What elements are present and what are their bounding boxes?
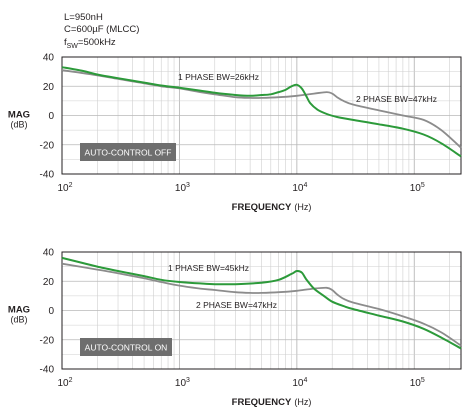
- param-inductance: L=950nH: [64, 12, 103, 23]
- bode-plot-auto-control-off: 40 20 0 -20 -40 102 103 104 105 MAG (dB)…: [8, 53, 462, 213]
- y-tick-label: 40: [43, 53, 55, 64]
- series-label-1-phase: 1 PHASE BW=26kHz: [178, 72, 259, 82]
- x-tick-label: 105: [410, 377, 425, 389]
- series-group: [61, 256, 462, 350]
- y-axis-title: MAG: [8, 110, 30, 121]
- x-tick-label: 104: [292, 182, 307, 194]
- x-tick-exponent: 3: [186, 182, 190, 189]
- x-tick-label: 102: [57, 182, 72, 194]
- y-tick-label: 20: [43, 82, 55, 93]
- x-tick-exponent: 5: [421, 182, 425, 189]
- series-group: [61, 66, 462, 158]
- x-tick-labels: 102 103 104 105: [57, 377, 424, 389]
- auto-control-badge: AUTO-CONTROL ON: [80, 338, 172, 356]
- x-tick-label: 103: [175, 377, 190, 389]
- x-tick-exponent: 2: [69, 182, 73, 189]
- x-tick-exponent: 2: [69, 377, 73, 384]
- y-tick-label: 0: [48, 111, 54, 122]
- badge-background: [80, 338, 172, 356]
- series-line-1-phase: [61, 256, 462, 350]
- x-tick-base: 10: [410, 378, 422, 389]
- x-tick-label: 103: [175, 182, 190, 194]
- x-tick-label: 104: [292, 377, 307, 389]
- y-axis-title: MAG: [8, 305, 30, 316]
- x-tick-exponent: 4: [303, 377, 307, 384]
- auto-control-badge: AUTO-CONTROL OFF: [80, 143, 176, 161]
- x-tick-base: 10: [292, 378, 304, 389]
- x-tick-labels: 102 103 104 105: [57, 182, 424, 194]
- badge-label: AUTO-CONTROL OFF: [85, 148, 172, 158]
- y-axis-unit: (dB): [10, 315, 27, 325]
- x-axis-title: FREQUENCY (Hz): [232, 397, 312, 408]
- parameter-block: L=950nH C=600µF (MLCC) fSW=500kHz: [64, 12, 139, 50]
- y-tick-label: -20: [40, 335, 55, 346]
- param-fsw-subscript: SW: [67, 43, 79, 50]
- series-line-1-phase: [61, 66, 462, 158]
- y-tick-labels: 40 20 0 -20 -40: [40, 248, 55, 376]
- x-axis-unit: (Hz): [294, 202, 311, 212]
- y-tick-label: 20: [43, 277, 55, 288]
- y-tick-labels: 40 20 0 -20 -40: [40, 53, 55, 181]
- x-axis-unit: (Hz): [294, 397, 311, 407]
- x-tick-label: 105: [410, 182, 425, 194]
- x-tick-exponent: 3: [186, 377, 190, 384]
- series-label-2-phase: 2 PHASE BW=47kHz: [196, 300, 277, 310]
- x-axis-title: FREQUENCY (Hz): [232, 202, 312, 213]
- y-tick-label: 0: [48, 306, 54, 317]
- x-tick-exponent: 4: [303, 182, 307, 189]
- param-switching-frequency: fSW=500kHz: [64, 37, 116, 50]
- badge-label: AUTO-CONTROL ON: [85, 343, 168, 353]
- x-tick-exponent: 5: [421, 377, 425, 384]
- y-tick-label: -40: [40, 170, 55, 181]
- x-tick-base: 10: [292, 183, 304, 194]
- x-axis-title-text: FREQUENCY: [232, 397, 292, 408]
- param-capacitance: C=600µF (MLCC): [64, 24, 139, 35]
- x-tick-base: 10: [410, 183, 422, 194]
- plot-frame: [61, 56, 462, 175]
- y-tick-label: -20: [40, 140, 55, 151]
- badge-background: [80, 143, 176, 161]
- series-label-1-phase: 1 PHASE BW=45kHz: [168, 263, 249, 273]
- y-tick-label: -40: [40, 365, 55, 376]
- x-tick-label: 102: [57, 377, 72, 389]
- y-tick-label: 40: [43, 248, 55, 259]
- series-label-2-phase: 2 PHASE BW=47kHz: [356, 94, 437, 104]
- param-fsw-symbol: f: [64, 37, 67, 48]
- x-tick-base: 10: [57, 378, 69, 389]
- bode-plot-auto-control-on: 40 20 0 -20 -40 102 103 104 105 MAG (dB)…: [8, 248, 462, 408]
- x-tick-base: 10: [57, 183, 69, 194]
- series-line-2-phase: [61, 262, 462, 347]
- param-fsw-value: =500kHz: [78, 37, 116, 48]
- y-axis-unit: (dB): [10, 120, 27, 130]
- x-axis-title-text: FREQUENCY: [232, 202, 292, 213]
- x-tick-base: 10: [175, 378, 187, 389]
- x-tick-base: 10: [175, 183, 187, 194]
- plot-frame: [61, 251, 462, 370]
